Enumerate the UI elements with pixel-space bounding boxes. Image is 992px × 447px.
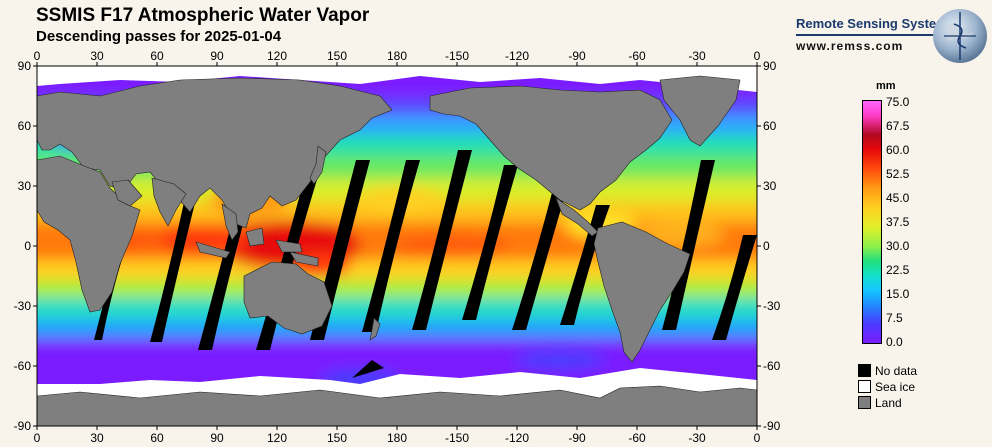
- brand-divider: [796, 34, 946, 36]
- lat-label-left: 0: [24, 239, 31, 253]
- lon-label-bottom: -60: [628, 431, 646, 445]
- lon-label-top: 90: [210, 49, 224, 63]
- colorbar-label: 60.0: [886, 143, 910, 157]
- lon-label-top: -60: [628, 49, 646, 63]
- lat-label-right: -90: [763, 419, 781, 433]
- brand-url[interactable]: www.remss.com: [796, 39, 904, 53]
- colorbar-label: 52.5: [886, 167, 910, 181]
- lon-label-bottom: 150: [327, 431, 347, 445]
- brand-name: Remote Sensing Systems: [796, 16, 955, 31]
- lon-label-bottom: -120: [505, 431, 529, 445]
- lon-label-bottom: 60: [150, 431, 164, 445]
- colorbar-label: 0.0: [886, 335, 903, 349]
- colorbar-label: 67.5: [886, 119, 910, 133]
- map-plot-area: [37, 66, 757, 426]
- lon-label-bottom: 30: [90, 431, 104, 445]
- lon-label-top: 0: [754, 49, 761, 63]
- lon-label-top: 0: [34, 49, 41, 63]
- lon-label-top: 150: [327, 49, 347, 63]
- lon-label-bottom: -150: [445, 431, 469, 445]
- lon-label-top: 60: [150, 49, 164, 63]
- lat-label-left: 90: [18, 59, 32, 73]
- lat-label-right: -60: [763, 359, 781, 373]
- colorbar-label: 15.0: [886, 287, 910, 301]
- map-title: SSMIS F17 Atmospheric Water Vapor: [36, 5, 370, 26]
- lon-label-bottom: 180: [387, 431, 407, 445]
- lat-label-right: 30: [763, 179, 777, 193]
- legend-swatch-land: [858, 396, 871, 410]
- lon-label-top: -150: [445, 49, 469, 63]
- colorbar-label: 75.0: [886, 95, 910, 109]
- colorbar-unit: mm: [876, 80, 896, 92]
- colorbar-label: 22.5: [886, 263, 910, 277]
- legend-no-data: No data: [858, 362, 918, 378]
- lon-label-top: -120: [505, 49, 529, 63]
- lon-label-bottom: -90: [568, 431, 586, 445]
- globe-logo-icon: [933, 9, 987, 63]
- water-vapor-map: 0 30 60 90 120 150 180 -150 -120 -90 -60…: [14, 49, 781, 445]
- lat-tick-marks: [33, 65, 761, 427]
- lon-label-top: -30: [688, 49, 706, 63]
- lon-label-top: 180: [387, 49, 407, 63]
- legend-swatch-no-data: [858, 364, 871, 378]
- colorbar-label: 37.5: [886, 215, 910, 229]
- legend-land: Land: [858, 394, 902, 410]
- colorbar-label: 7.5: [886, 311, 903, 325]
- lat-label-right: 0: [763, 239, 770, 253]
- lat-label-left: 30: [18, 179, 32, 193]
- lon-label-bottom: 0: [34, 431, 41, 445]
- land-masses: [37, 75, 757, 426]
- lon-label-top: -90: [568, 49, 586, 63]
- lon-label-top: 30: [90, 49, 104, 63]
- legend-label: No data: [875, 363, 918, 378]
- lat-label-left: 60: [18, 119, 32, 133]
- lon-label-bottom: -30: [688, 431, 706, 445]
- lon-tick-marks: [36, 62, 758, 430]
- lat-label-right: 90: [763, 59, 777, 73]
- lon-label-top: 120: [267, 49, 287, 63]
- lon-label-bottom: 90: [210, 431, 224, 445]
- colorbar-label: 30.0: [886, 239, 910, 253]
- lat-label-right: 60: [763, 119, 777, 133]
- lat-label-left: -30: [14, 299, 32, 313]
- colorbar-label: 45.0: [886, 191, 910, 205]
- lat-label-left: -90: [14, 419, 32, 433]
- lat-label-left: -60: [14, 359, 32, 373]
- legend-label: Land: [875, 395, 902, 410]
- colorbar: [862, 100, 882, 344]
- legend-label: Sea ice: [875, 379, 916, 394]
- lon-label-bottom: 0: [754, 431, 761, 445]
- legend-swatch-sea-ice: [858, 380, 871, 394]
- lon-label-bottom: 120: [267, 431, 287, 445]
- legend-sea-ice: Sea ice: [858, 378, 916, 394]
- map-subtitle: Descending passes for 2025-01-04: [36, 28, 282, 45]
- lat-label-right: -30: [763, 299, 781, 313]
